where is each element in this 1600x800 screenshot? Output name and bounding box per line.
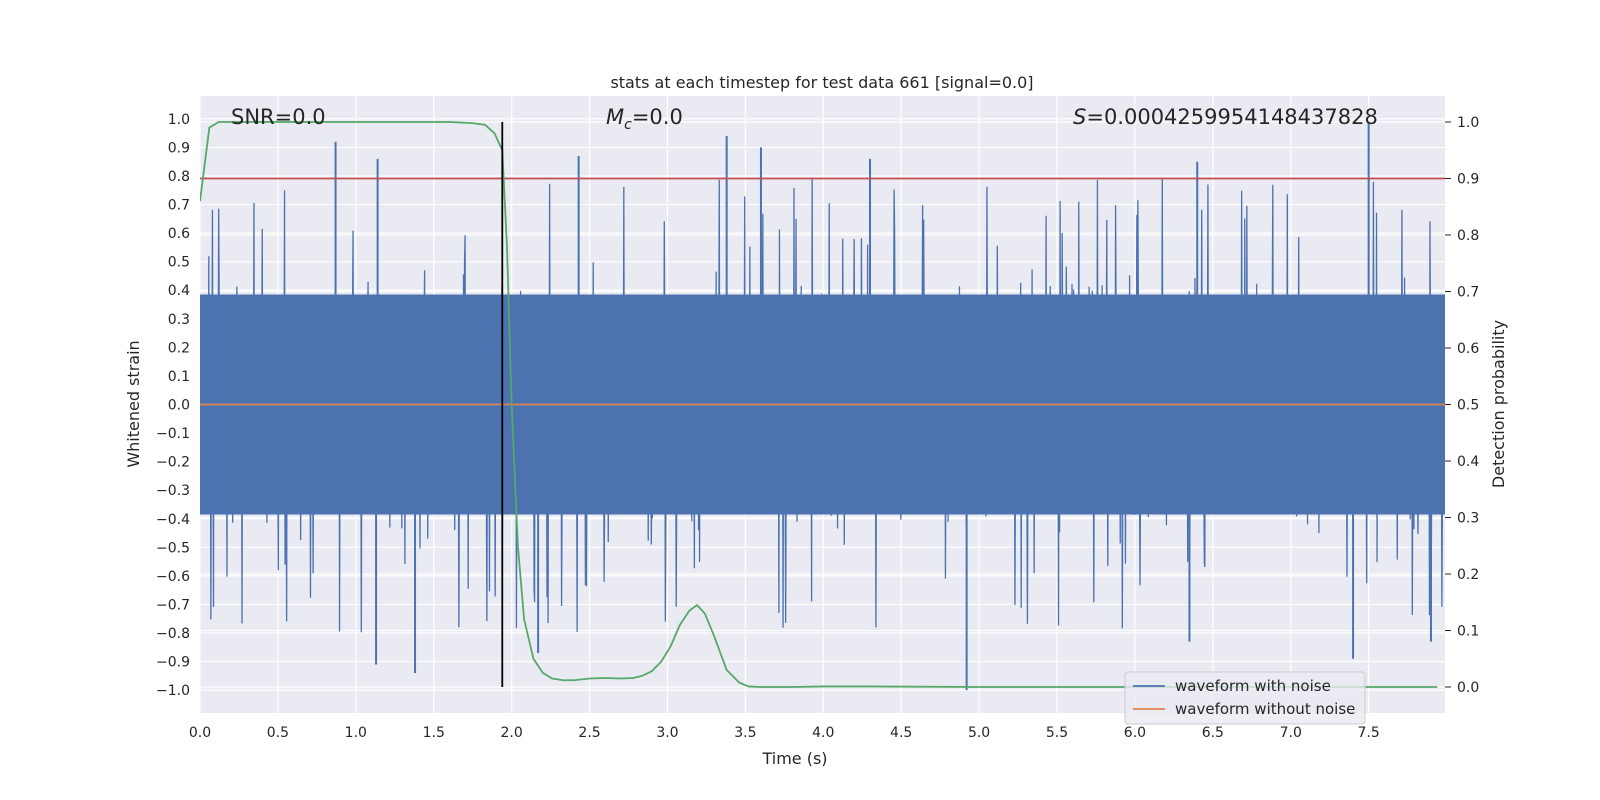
left-y-tick-label: −0.8 xyxy=(156,626,190,642)
left-y-tick-label: −0.9 xyxy=(156,655,190,671)
x-tick-label: 3.0 xyxy=(656,725,678,741)
left-y-tick-label: 0.1 xyxy=(168,369,190,385)
x-tick-label: 4.5 xyxy=(890,725,912,741)
x-tick-label: 1.0 xyxy=(345,725,367,741)
right-y-tick-label: 1.0 xyxy=(1457,115,1479,131)
overlay-lines xyxy=(200,121,1445,688)
left-y-tick-label: 0.9 xyxy=(168,140,190,156)
left-y-tick-label: −0.5 xyxy=(156,540,190,556)
right-y-tick-label: 0.5 xyxy=(1457,398,1479,414)
x-tick-label: 0.5 xyxy=(267,725,289,741)
left-y-tick-label: 0.6 xyxy=(168,226,190,242)
left-y-tick-label: 0.2 xyxy=(168,340,190,356)
left-y-tick-label: 0.4 xyxy=(168,283,190,299)
x-tick-label: 4.0 xyxy=(812,725,834,741)
x-tick-label: 0.0 xyxy=(189,725,211,741)
x-tick-label: 1.5 xyxy=(423,725,445,741)
left-y-tick-label: −1.0 xyxy=(156,683,190,699)
legend-label-clean: waveform without noise xyxy=(1175,700,1355,718)
right-y-tick-label: 0.7 xyxy=(1457,284,1479,300)
score-annotation: S=0.0004259954148437828 xyxy=(1073,105,1378,129)
x-tick-label: 6.0 xyxy=(1124,725,1146,741)
x-tick-label: 2.5 xyxy=(578,725,600,741)
x-tick-label: 7.5 xyxy=(1358,725,1380,741)
chirp-mass-annotation: Mc=0.0 xyxy=(606,105,683,133)
left-y-axis-title: Whitened strain xyxy=(124,340,143,467)
chart-title: stats at each timestep for test data 661… xyxy=(610,73,1033,92)
legend-box xyxy=(1124,671,1366,725)
left-y-tick-label: −0.1 xyxy=(156,426,190,442)
x-tick-label: 7.0 xyxy=(1280,725,1302,741)
left-y-tick-label: 0.0 xyxy=(168,398,190,414)
left-y-tick-label: 0.3 xyxy=(168,312,190,328)
right-y-tick-label: 0.1 xyxy=(1457,624,1479,640)
legend: waveform with noise waveform without noi… xyxy=(1124,671,1366,725)
right-y-tick-label: 0.6 xyxy=(1457,341,1479,357)
left-y-tick-label: −0.6 xyxy=(156,569,190,585)
left-y-tick-label: 0.5 xyxy=(168,255,190,271)
right-y-tick-label: 0.0 xyxy=(1457,680,1479,696)
x-tick-label: 5.0 xyxy=(968,725,990,741)
left-y-tick-label: −0.4 xyxy=(156,512,190,528)
x-tick-label: 5.5 xyxy=(1046,725,1068,741)
left-y-axis: −1.0 −0.9 −0.8 −0.7 −0.6 −0.5 −0.4 −0.3 −0.2 −0.1… xyxy=(156,112,190,699)
left-y-tick-label: 0.7 xyxy=(168,198,190,214)
right-y-axis-title: Detection probability xyxy=(1489,320,1508,488)
x-tick-label: 3.5 xyxy=(734,725,756,741)
left-y-tick-label: −0.2 xyxy=(156,455,190,471)
right-y-tick-label: 0.9 xyxy=(1457,171,1479,187)
right-y-tick-label: 0.2 xyxy=(1457,567,1479,583)
detection-probability-line xyxy=(200,121,1438,688)
left-y-tick-label: −0.7 xyxy=(156,597,190,613)
x-tick-label: 2.0 xyxy=(501,725,523,741)
x-axis-title: Time (s) xyxy=(761,749,827,768)
left-y-tick-label: 1.0 xyxy=(168,112,190,128)
snr-annotation: SNR=0.0 xyxy=(231,105,326,129)
right-y-tick-label: 0.4 xyxy=(1457,454,1479,470)
right-y-tick-label: 0.3 xyxy=(1457,511,1479,527)
x-tick-label: 6.5 xyxy=(1202,725,1224,741)
left-y-tick-label: 0.8 xyxy=(168,169,190,185)
x-axis: 0.0 0.5 1.0 1.5 2.0 2.5 3.0 3.5 4.0 4.5 5.0 5.5 6.0 6… xyxy=(189,725,1380,741)
right-y-axis: 0.0 0.1 0.2 0.3 0.4 0.5 0.6 0.7 0.8 0.9 1.0 xyxy=(1445,115,1479,696)
right-y-tick-label: 0.8 xyxy=(1457,228,1479,244)
left-y-tick-label: −0.3 xyxy=(156,483,190,499)
legend-label-noise: waveform with noise xyxy=(1175,677,1331,695)
